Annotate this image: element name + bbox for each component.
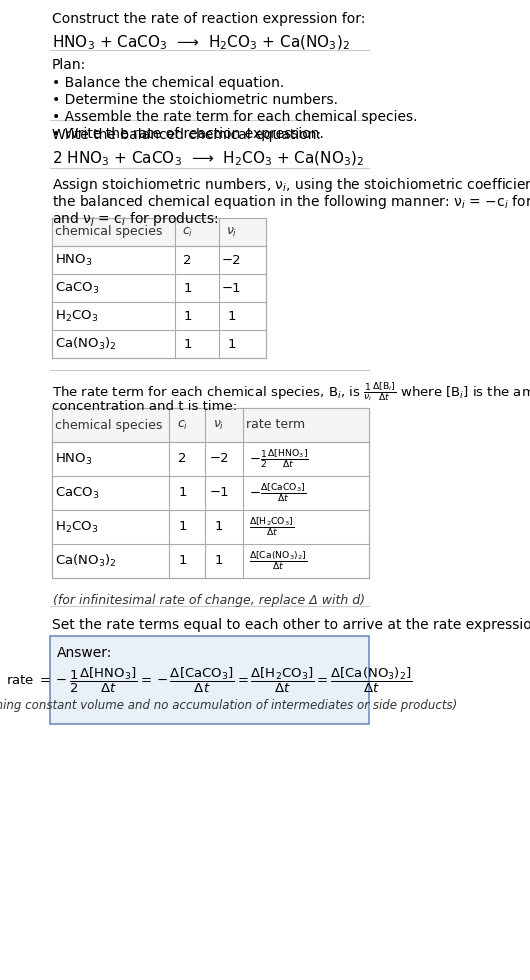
Text: $\frac{\Delta[\mathrm{H_2CO_3}]}{\Delta t}$: $\frac{\Delta[\mathrm{H_2CO_3}]}{\Delta … — [249, 515, 294, 538]
Text: HNO$_3$ + CaCO$_3$  ⟶  H$_2$CO$_3$ + Ca(NO$_3$)$_2$: HNO$_3$ + CaCO$_3$ ⟶ H$_2$CO$_3$ + Ca(NO… — [51, 34, 349, 52]
Text: 2: 2 — [179, 453, 187, 466]
Text: 1: 1 — [227, 337, 236, 351]
Text: 1: 1 — [179, 555, 187, 567]
Text: 1: 1 — [179, 486, 187, 500]
Text: $\nu_i$: $\nu_i$ — [213, 418, 225, 431]
Text: Answer:: Answer: — [57, 646, 112, 660]
Bar — [52, 218, 266, 358]
Text: Set the rate terms equal to each other to arrive at the rate expression:: Set the rate terms equal to each other t… — [51, 618, 530, 632]
Text: Write the balanced chemical equation:: Write the balanced chemical equation: — [51, 128, 321, 142]
Text: • Balance the chemical equation.: • Balance the chemical equation. — [51, 76, 284, 90]
Text: H$_2$CO$_3$: H$_2$CO$_3$ — [55, 519, 98, 534]
Text: 1: 1 — [183, 281, 192, 295]
Text: 1: 1 — [215, 520, 223, 533]
Text: 2 HNO$_3$ + CaCO$_3$  ⟶  H$_2$CO$_3$ + Ca(NO$_3$)$_2$: 2 HNO$_3$ + CaCO$_3$ ⟶ H$_2$CO$_3$ + Ca(… — [51, 150, 364, 169]
Text: HNO$_3$: HNO$_3$ — [55, 253, 92, 268]
Text: Ca(NO$_3$)$_2$: Ca(NO$_3$)$_2$ — [55, 553, 116, 569]
Bar — [52, 408, 369, 442]
Text: the balanced chemical equation in the following manner: ν$_i$ = −c$_i$ for react: the balanced chemical equation in the fo… — [51, 193, 530, 211]
Text: HNO$_3$: HNO$_3$ — [55, 452, 92, 466]
Text: 1: 1 — [179, 520, 187, 533]
Text: • Determine the stoichiometric numbers.: • Determine the stoichiometric numbers. — [51, 93, 338, 107]
Text: 1: 1 — [183, 337, 192, 351]
Text: • Write the rate of reaction expression.: • Write the rate of reaction expression. — [51, 127, 323, 141]
Text: H$_2$CO$_3$: H$_2$CO$_3$ — [55, 309, 98, 323]
Text: Construct the rate of reaction expression for:: Construct the rate of reaction expressio… — [51, 12, 365, 26]
Text: $c_i$: $c_i$ — [182, 225, 193, 238]
Text: The rate term for each chemical species, B$_i$, is $\frac{1}{\nu_i}\frac{\Delta[: The rate term for each chemical species,… — [51, 380, 530, 403]
Text: $\nu_i$: $\nu_i$ — [226, 225, 237, 238]
Bar — [52, 408, 369, 578]
Text: chemical species: chemical species — [55, 418, 162, 431]
Bar — [52, 218, 266, 246]
Text: and ν$_i$ = c$_i$ for products:: and ν$_i$ = c$_i$ for products: — [51, 210, 218, 228]
Text: −1: −1 — [209, 486, 229, 500]
Text: rate $= -\dfrac{1}{2}\dfrac{\Delta[\mathrm{HNO_3}]}{\Delta t} = -\dfrac{\Delta[\: rate $= -\dfrac{1}{2}\dfrac{\Delta[\math… — [6, 665, 412, 695]
Text: $-\frac{\Delta[\mathrm{CaCO_3}]}{\Delta t}$: $-\frac{\Delta[\mathrm{CaCO_3}]}{\Delta … — [249, 481, 306, 505]
Text: −2: −2 — [209, 453, 229, 466]
Text: $\frac{\Delta[\mathrm{Ca(NO_3)_2}]}{\Delta t}$: $\frac{\Delta[\mathrm{Ca(NO_3)_2}]}{\Del… — [249, 550, 307, 572]
Text: −2: −2 — [222, 254, 241, 267]
Text: CaCO$_3$: CaCO$_3$ — [55, 485, 99, 501]
Bar — [50, 636, 369, 724]
Text: (for infinitesimal rate of change, replace Δ with d): (for infinitesimal rate of change, repla… — [53, 594, 365, 607]
Text: −1: −1 — [222, 281, 241, 295]
Text: Ca(NO$_3$)$_2$: Ca(NO$_3$)$_2$ — [55, 336, 116, 352]
Text: Assign stoichiometric numbers, ν$_i$, using the stoichiometric coefficients, c$_: Assign stoichiometric numbers, ν$_i$, us… — [51, 176, 530, 194]
Text: chemical species: chemical species — [55, 225, 162, 238]
Text: 1: 1 — [227, 310, 236, 322]
Text: (assuming constant volume and no accumulation of intermediates or side products): (assuming constant volume and no accumul… — [0, 699, 457, 712]
Text: • Assemble the rate term for each chemical species.: • Assemble the rate term for each chemic… — [51, 110, 417, 124]
Text: rate term: rate term — [246, 418, 305, 431]
Text: 1: 1 — [215, 555, 223, 567]
Text: 1: 1 — [183, 310, 192, 322]
Text: 2: 2 — [183, 254, 192, 267]
Text: CaCO$_3$: CaCO$_3$ — [55, 280, 99, 296]
Text: concentration and t is time:: concentration and t is time: — [51, 400, 237, 413]
Text: $-\frac{1}{2}\frac{\Delta[\mathrm{HNO_3}]}{\Delta t}$: $-\frac{1}{2}\frac{\Delta[\mathrm{HNO_3}… — [249, 448, 309, 470]
Text: $c_i$: $c_i$ — [177, 418, 188, 431]
Text: Plan:: Plan: — [51, 58, 86, 72]
